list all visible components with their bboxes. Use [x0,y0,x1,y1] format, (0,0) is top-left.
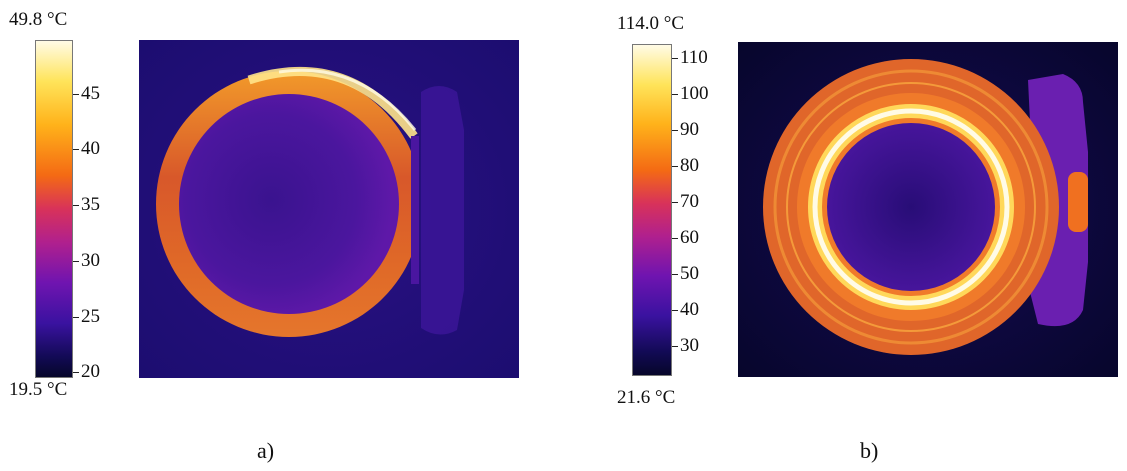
scale-b-tick-label: 50 [680,263,699,284]
scale-a-tick-mark [73,261,79,262]
scale-a-tick-label: 25 [81,306,100,327]
scale-b-tick-mark [672,346,678,347]
scale-b-tick-label: 70 [680,191,699,212]
scale-a-tick-label: 35 [81,194,100,215]
scale-a-colorbar [35,40,73,378]
scale-b-tick-label: 90 [680,119,699,140]
scale-b-tick-label: 30 [680,335,699,356]
scale-a-tick-label: 45 [81,83,100,104]
scale-b-tick-label: 60 [680,227,699,248]
caption-b: b) [860,438,879,463]
caption-a: a) [257,438,275,463]
scale-b-tick-mark [672,166,678,167]
scale-b-tick-mark [672,310,678,311]
scale-b-tick-label: 80 [680,155,699,176]
scale-b-tick-label: 40 [680,299,699,320]
thermal-image-b [738,42,1118,377]
scale-b-tick-mark [672,94,678,95]
scale-b-tick-label: 110 [680,47,708,68]
scale-a-tick-label: 40 [81,138,100,159]
scale-b-max-label: 114.0 °C [617,13,685,34]
scale-b-min-label: 21.6 °C [617,387,676,408]
thermal-image-a [139,40,519,378]
scale-b-tick-mark [672,130,678,131]
scale-a-tick-mark [73,317,79,318]
scale-b-tick-label: 100 [680,83,709,104]
scale-a-tick-label: 30 [81,250,100,271]
scale-a-tick-mark [73,372,79,373]
scale-a-tick-mark [73,149,79,150]
scale-a-max-label: 49.8 °C [9,9,68,30]
scale-b-colorbar [632,44,672,376]
scale-a-tick-label: 20 [81,361,100,382]
scale-b-tick-mark [672,202,678,203]
scale-a-tick-mark [73,205,79,206]
scale-a-min-label: 19.5 °C [9,379,68,400]
scale-b-tick-mark [672,274,678,275]
scale-a-tick-mark [73,94,79,95]
scale-b-tick-mark [672,238,678,239]
scale-b-tick-mark [672,58,678,59]
